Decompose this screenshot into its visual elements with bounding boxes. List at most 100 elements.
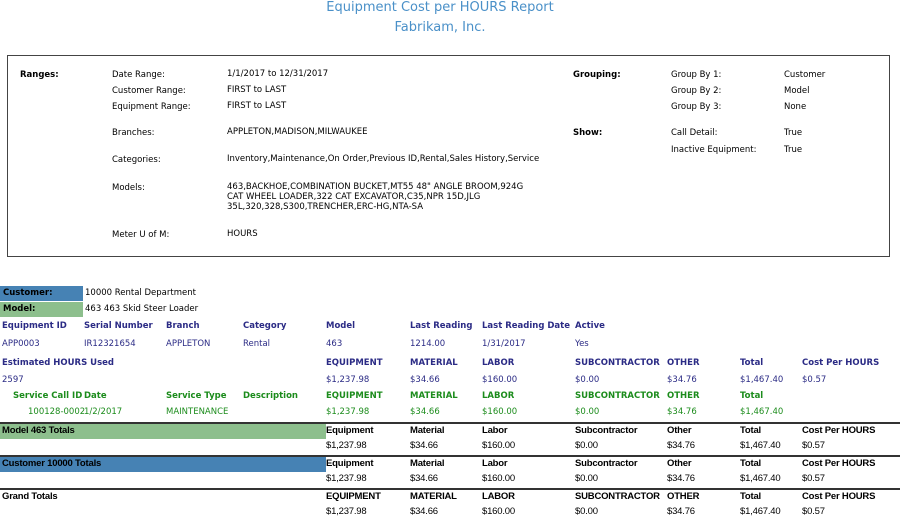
detail-cell: Service Call ID bbox=[13, 391, 83, 401]
detail-cell: Last Reading Date bbox=[482, 321, 570, 331]
show-label: Show: bbox=[573, 128, 603, 138]
detail-cell: OTHER bbox=[667, 391, 700, 401]
grouping-label: Grouping: bbox=[573, 70, 621, 80]
detail-cell: LABOR bbox=[482, 391, 515, 401]
totals-value: $160.00 bbox=[482, 440, 515, 451]
detail-cell: MAINTENANCE bbox=[166, 407, 229, 417]
detail-cell: 1214.00 bbox=[410, 339, 446, 349]
criteria-value: Inventory,Maintenance,On Order,Previous … bbox=[227, 154, 540, 164]
detail-cell: 2597 bbox=[2, 375, 24, 385]
grouping-label: Group By 3: bbox=[671, 102, 722, 112]
totals-divider bbox=[0, 488, 900, 490]
ranges-label: Ranges: bbox=[20, 70, 59, 80]
detail-cell: 1/2/2017 bbox=[84, 407, 123, 417]
detail-cell: APPLETON bbox=[166, 339, 211, 349]
totals-header: SUBCONTRACTOR bbox=[575, 491, 660, 502]
totals-value: $0.00 bbox=[575, 506, 598, 517]
detail-cell: $160.00 bbox=[482, 407, 518, 417]
detail-cell: Model bbox=[326, 321, 356, 331]
totals-header: Total bbox=[740, 491, 761, 502]
detail-cell: $160.00 bbox=[482, 375, 518, 385]
totals-header: Labor bbox=[482, 458, 508, 469]
totals-value: $1,467.40 bbox=[740, 473, 781, 484]
model-label: Model: bbox=[3, 304, 36, 314]
detail-cell: $0.00 bbox=[575, 375, 600, 385]
totals-value: $0.00 bbox=[575, 473, 598, 484]
model-band bbox=[0, 302, 83, 317]
detail-cell: MATERIAL bbox=[410, 391, 458, 401]
company-name: Fabrikam, Inc. bbox=[394, 20, 486, 35]
criteria-label: Branches: bbox=[112, 128, 155, 138]
show-option-value: True bbox=[784, 128, 803, 138]
detail-cell: $0.00 bbox=[575, 407, 600, 417]
totals-value: $34.66 bbox=[410, 473, 438, 484]
detail-cell: 1/31/2017 bbox=[482, 339, 526, 349]
totals-header: Other bbox=[667, 458, 692, 469]
totals-header: Equipment bbox=[326, 458, 374, 469]
totals-label: Grand Totals bbox=[2, 491, 58, 502]
totals-band bbox=[0, 457, 326, 472]
detail-cell: $0.57 bbox=[802, 375, 827, 385]
criteria-label: Equipment Range: bbox=[112, 102, 191, 112]
detail-cell: Service Type bbox=[166, 391, 227, 401]
show-option-label: Call Detail: bbox=[671, 128, 718, 138]
totals-header: Labor bbox=[482, 425, 508, 436]
totals-value: $0.00 bbox=[575, 440, 598, 451]
totals-header: Material bbox=[410, 425, 445, 436]
detail-cell: $1,467.40 bbox=[740, 407, 784, 417]
detail-cell: $1,237.98 bbox=[326, 407, 370, 417]
totals-header: LABOR bbox=[482, 491, 515, 502]
totals-value: $34.76 bbox=[667, 440, 695, 451]
detail-cell: $34.66 bbox=[410, 375, 440, 385]
detail-cell: SUBCONTRACTOR bbox=[575, 358, 660, 368]
totals-header: Material bbox=[410, 458, 445, 469]
totals-value: $34.66 bbox=[410, 440, 438, 451]
totals-header: Total bbox=[740, 458, 761, 469]
totals-value: $34.76 bbox=[667, 473, 695, 484]
detail-cell: Cost Per HOURS bbox=[802, 358, 880, 368]
totals-value: $160.00 bbox=[482, 473, 515, 484]
totals-value: $0.57 bbox=[802, 440, 825, 451]
criteria-label: Meter U of M: bbox=[112, 230, 170, 240]
detail-cell: Active bbox=[575, 321, 605, 331]
detail-cell: Total bbox=[740, 391, 764, 401]
totals-header: Cost Per HOURS bbox=[802, 491, 876, 502]
criteria-value: 1/1/2017 to 12/31/2017 bbox=[227, 69, 329, 79]
show-option-label: Inactive Equipment: bbox=[671, 145, 757, 155]
totals-header: Cost Per HOURS bbox=[802, 458, 876, 469]
detail-cell: $1,237.98 bbox=[326, 375, 370, 385]
detail-cell: MATERIAL bbox=[410, 358, 458, 368]
detail-cell: 463 bbox=[326, 339, 343, 349]
detail-cell: Category bbox=[243, 321, 287, 331]
criteria-label: Customer Range: bbox=[112, 86, 186, 96]
grouping-label: Group By 2: bbox=[671, 86, 722, 96]
detail-cell: Yes bbox=[575, 339, 589, 349]
detail-cell: Rental bbox=[243, 339, 271, 349]
totals-header: MATERIAL bbox=[410, 491, 457, 502]
detail-cell: Estimated HOURS Used bbox=[2, 358, 114, 368]
detail-cell: OTHER bbox=[667, 358, 700, 368]
criteria-label: Categories: bbox=[112, 155, 161, 165]
totals-divider bbox=[0, 422, 900, 424]
customer-label: Customer: bbox=[3, 288, 53, 298]
detail-cell: Equipment ID bbox=[2, 321, 67, 331]
report-title: Equipment Cost per HOURS Report bbox=[326, 0, 554, 15]
detail-cell: SUBCONTRACTOR bbox=[575, 391, 660, 401]
totals-header: OTHER bbox=[667, 491, 700, 502]
totals-value: $1,467.40 bbox=[740, 506, 781, 517]
customer-band bbox=[0, 286, 83, 301]
detail-cell: Serial Number bbox=[84, 321, 153, 331]
totals-value: $160.00 bbox=[482, 506, 515, 517]
criteria-value: FIRST to LAST bbox=[227, 101, 287, 111]
totals-value: $34.66 bbox=[410, 506, 438, 517]
totals-value: $1,237.98 bbox=[326, 440, 367, 451]
criteria-value: 463,BACKHOE,COMBINATION BUCKET,MT55 48" … bbox=[227, 182, 524, 212]
criteria-label: Models: bbox=[112, 183, 145, 193]
totals-header: Subcontractor bbox=[575, 425, 638, 436]
model-value: 463 463 Skid Steer Loader bbox=[85, 304, 199, 314]
detail-cell: $34.76 bbox=[667, 375, 697, 385]
detail-cell: Total bbox=[740, 358, 764, 368]
totals-value: $1,237.98 bbox=[326, 506, 367, 517]
criteria-label: Date Range: bbox=[112, 70, 165, 80]
detail-cell: Date bbox=[84, 391, 107, 401]
